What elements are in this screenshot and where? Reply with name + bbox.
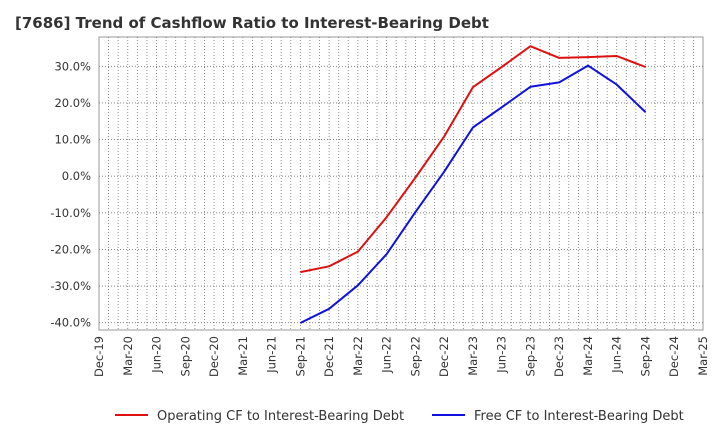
x-tick-label: Jun-22 — [380, 336, 394, 374]
axes: -40.0% -30.0% -20.0% -10.0% 0.0% 10.0% 20.0% 30… — [50, 59, 710, 377]
x-tick-label: Mar-23 — [466, 336, 480, 376]
y-tick-label: 10.0% — [54, 133, 91, 147]
x-tick-label: Dec-24 — [667, 336, 681, 377]
x-tick-label: Sep-24 — [638, 336, 652, 376]
x-tick-label: Dec-20 — [207, 336, 221, 377]
x-tick-label: Mar-21 — [236, 336, 250, 376]
legend: Operating CF to Interest-Bearing Debt Fre… — [115, 409, 684, 424]
y-tick-label: -10.0% — [50, 206, 91, 220]
y-tick-label: -40.0% — [50, 316, 91, 330]
y-tick-label: 0.0% — [62, 169, 91, 183]
x-tick-label: Dec-21 — [322, 336, 336, 377]
chart-title: [7686] Trend of Cashflow Ratio to Intere… — [15, 14, 489, 32]
x-tick-label: Jun-23 — [495, 336, 509, 374]
legend-label-2: Free CF to Interest-Bearing Debt — [474, 409, 684, 424]
x-tick-label: Mar-22 — [351, 336, 365, 376]
series-line-1 — [300, 45, 646, 274]
x-tick-label: Sep-21 — [293, 336, 307, 376]
x-tick-label: Sep-23 — [523, 336, 537, 376]
x-tick-label: Dec-22 — [437, 336, 451, 377]
y-tick-label: -20.0% — [50, 242, 91, 256]
x-tick-label: Jun-24 — [610, 336, 624, 374]
x-tick-label: Sep-20 — [178, 336, 192, 376]
x-tick-label: Jun-21 — [265, 336, 279, 374]
grid — [98, 36, 704, 331]
x-tick-label: Jun-20 — [150, 336, 164, 374]
x-tick-label: Mar-24 — [581, 336, 595, 376]
x-tick-label: Mar-20 — [121, 336, 135, 376]
x-tick-label: Sep-22 — [408, 336, 422, 376]
x-tick-label: Dec-23 — [552, 336, 566, 377]
series-lines — [299, 45, 647, 324]
y-tick-label: 30.0% — [54, 59, 91, 73]
y-tick-label: -30.0% — [50, 279, 91, 293]
legend-label-1: Operating CF to Interest-Bearing Debt — [157, 409, 404, 424]
x-tick-label: Dec-19 — [92, 336, 106, 377]
series-line-2 — [299, 64, 647, 324]
plot-area — [98, 36, 704, 331]
x-tick-label: Mar-25 — [696, 336, 710, 376]
y-tick-label: 20.0% — [54, 96, 91, 110]
